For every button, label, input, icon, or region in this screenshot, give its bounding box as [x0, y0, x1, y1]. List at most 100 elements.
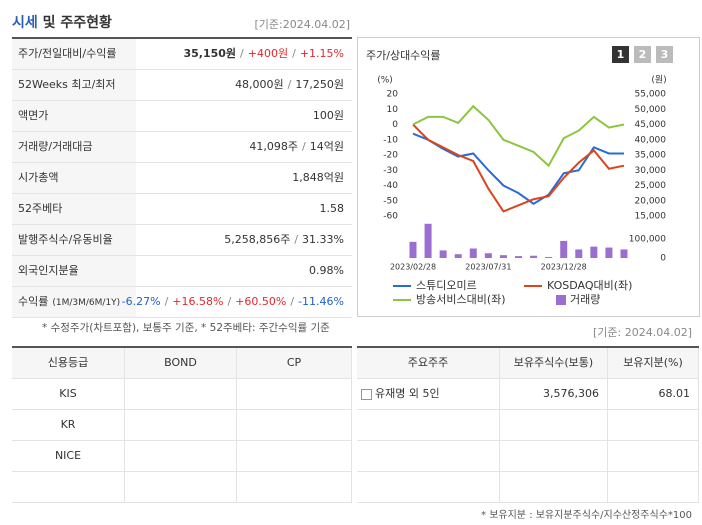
- tab-bg[interactable]: [634, 46, 651, 63]
- footnote: * 수정주가(차트포함), 보통주 기준, * 52주베타: 주간수익률 기준: [42, 322, 330, 334]
- legend-label: 스튜디오미르: [416, 279, 477, 292]
- table-cell: [500, 441, 608, 472]
- value-part: 1,848억원: [292, 171, 344, 184]
- quote-row: 외국인지분율 0.98%: [12, 256, 352, 287]
- header-cell: 주요주주: [357, 348, 500, 379]
- table-cell: KR: [12, 410, 125, 441]
- y3-tick-label: 0: [660, 254, 666, 264]
- row-value: 1,848억원: [290, 163, 346, 193]
- quote-row: 52Weeks 최고/최저 48,000원/17,250원: [12, 70, 352, 101]
- row-label: 수익률 (1M/3M/6M/1Y): [12, 287, 136, 317]
- quote-table: 주가/전일대비/수익률 35,150원 / +400원 / +1.15% 52Weeks 최…: [12, 37, 352, 318]
- y2-axis-label: (원): [651, 75, 666, 86]
- series-line: [412, 123, 625, 213]
- value-part: /: [240, 47, 244, 60]
- volume-bar: [620, 249, 628, 258]
- chart: 주가/상대수익률 1 2 3 (%) (원) 20 10 0 -10 -20 -30 -40 -50 -60…: [366, 46, 673, 306]
- chart-title: 주가/상대수익률: [366, 49, 441, 62]
- table-cell: [357, 410, 500, 441]
- volume-bar: [409, 241, 417, 258]
- table-cell: [500, 410, 608, 441]
- row-label: 시가총액: [12, 163, 136, 193]
- value-part: /: [227, 295, 232, 308]
- value-part: 31.33%: [302, 233, 344, 246]
- y-tick-label: -40: [383, 181, 398, 191]
- y-tick-label: -60: [383, 212, 398, 222]
- legend-label: 거래량: [570, 293, 600, 306]
- table-cell: [237, 472, 352, 503]
- expand-icon[interactable]: [361, 389, 372, 400]
- label-text: 발행주식수/유동비율: [18, 233, 113, 246]
- header-cell: 신용등급: [12, 348, 125, 379]
- table-cell: NICE: [12, 441, 125, 472]
- value-part: /: [287, 78, 292, 91]
- table-cell: 유재명 외 5인: [357, 379, 500, 410]
- volume-bar: [545, 257, 553, 258]
- row-value: 5,258,856주/31.33%: [222, 225, 346, 255]
- tab-bg[interactable]: [612, 46, 629, 63]
- x-tick-label: 2023/02/28: [390, 263, 436, 272]
- row-label: 거래량/거래대금: [12, 132, 136, 162]
- label-text: 52주베타: [18, 202, 63, 215]
- volume-bar: [605, 247, 613, 258]
- value-part: /: [290, 295, 295, 308]
- tab-bg[interactable]: [656, 46, 673, 63]
- base-date-2: [기준: 2024.04.02]: [592, 326, 692, 339]
- header-cell: CP: [237, 348, 352, 379]
- quote-row: 액면가 100원: [12, 101, 352, 132]
- chart-tab[interactable]: 2: [634, 46, 651, 63]
- value-part: 0.98%: [309, 264, 344, 277]
- y2-tick-label: 45,000: [635, 120, 667, 130]
- chart-tab[interactable]: 3: [656, 46, 673, 63]
- x-tick-label: 2023/12/28: [541, 263, 587, 272]
- value-part: +1.15%: [299, 47, 344, 60]
- table-cell: 68.01: [608, 379, 699, 410]
- volume-bar: [560, 240, 568, 258]
- label-text: 주가/전일대비/수익률: [18, 47, 117, 60]
- title-main: 시세: [12, 15, 38, 31]
- y-tick-label: 0: [392, 120, 398, 130]
- y3-tick-label: 100,000: [629, 235, 666, 245]
- volume-bar: [469, 248, 477, 258]
- base-date: [기준:2024.04.02]: [254, 18, 350, 31]
- value-part: 48,000원: [235, 78, 284, 91]
- y-tick-label: 20: [387, 90, 399, 100]
- chart-tab[interactable]: 1: [612, 46, 629, 63]
- table-cell: [500, 472, 608, 503]
- row-label: 외국인지분율: [12, 256, 136, 286]
- label-sub: (1M/3M/6M/1Y): [52, 298, 121, 308]
- header-cell: 보유지분(%): [608, 348, 699, 379]
- tab-label[interactable]: 2: [639, 48, 647, 61]
- y-tick-label: -10: [383, 135, 398, 145]
- y2-tick-label: 15,000: [635, 212, 667, 222]
- value-part: +16.58%: [172, 295, 224, 308]
- quote-row: 발행주식수/유동비율 5,258,856주/31.33%: [12, 225, 352, 256]
- y2-tick-label: 25,000: [635, 181, 667, 191]
- volume-bar: [590, 246, 598, 258]
- legend-label: KOSDAQ대비(좌): [547, 279, 632, 292]
- tab-label[interactable]: 1: [617, 48, 625, 61]
- quote-row: 수익률 (1M/3M/6M/1Y) -6.27% / +16.58% / +60.50% / -…: [12, 287, 352, 318]
- table-cell: [125, 410, 237, 441]
- y-tick-label: 10: [387, 105, 399, 115]
- y-tick-label: -20: [383, 151, 398, 161]
- value-part: 1.58: [319, 202, 345, 215]
- value-part: /: [164, 295, 169, 308]
- value-part: 100원: [312, 109, 344, 122]
- label-text: 액면가: [18, 109, 49, 122]
- table-cell: [357, 441, 500, 472]
- quote-row: 52주베타 1.58: [12, 194, 352, 225]
- value-part: /: [292, 47, 296, 60]
- value-part: -11.46%: [298, 295, 344, 308]
- value-part: /: [294, 233, 299, 246]
- quote-row: 거래량/거래대금 41,098주/14억원: [12, 132, 352, 163]
- value-part: +60.50%: [235, 295, 287, 308]
- table-cell: [357, 472, 500, 503]
- holders-table: 주요주주 보유주식수(보통) 보유지분(%) 유재명 외 5인 3,576,306 68.…: [357, 346, 699, 503]
- credit-table: 신용등급 BOND CP KIS KR NICE: [12, 346, 352, 503]
- label-text: 시가총액: [18, 171, 59, 184]
- series-line: [412, 132, 624, 205]
- value-part: -6.27%: [121, 295, 161, 308]
- tab-label[interactable]: 3: [661, 48, 669, 61]
